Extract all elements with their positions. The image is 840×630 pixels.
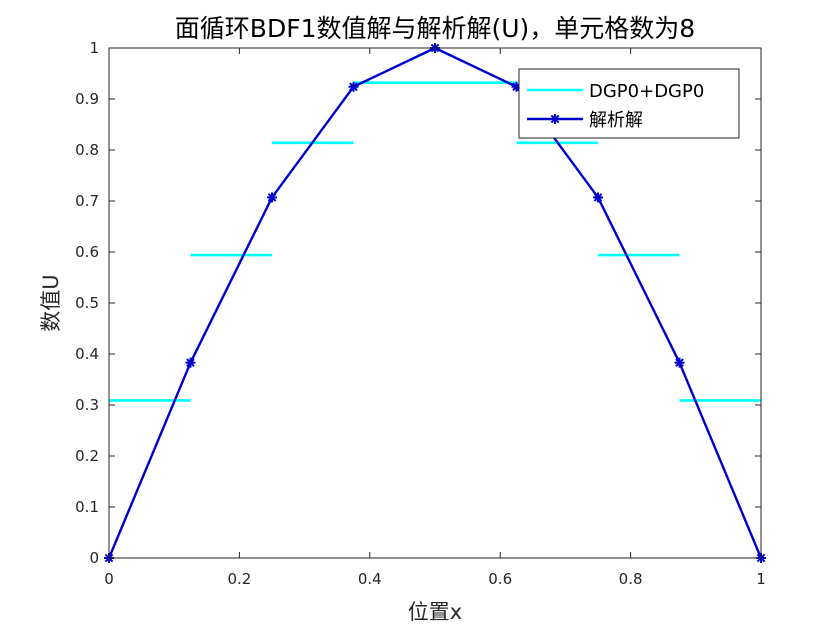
analytic-point-7 [674, 357, 685, 368]
legend-entry-dgp0: DGP0+DGP0 [527, 81, 704, 102]
x-tick-label-1: 0.2 [227, 570, 251, 588]
legend-box [518, 68, 740, 139]
legend-label-analytic: 解析解 [589, 110, 643, 131]
x-tick-label-2: 0.4 [358, 570, 382, 588]
y-tick-label-7: 0.7 [75, 192, 99, 210]
x-tick-label-3: 0.6 [488, 570, 512, 588]
legend-marker-analytic [550, 114, 560, 124]
x-tick-label-0: 0 [104, 570, 114, 588]
analytic-point-3 [348, 81, 359, 92]
x-tick-label-4: 0.8 [619, 570, 643, 588]
analytic-point-6 [593, 192, 603, 203]
legend-entry-analytic: 解析解 [527, 110, 643, 131]
y-tick-label-0: 0 [89, 549, 99, 567]
y-tick-label-3: 0.3 [75, 396, 99, 414]
axes-layer: 0 0.2 0.4 0.6 0.8 1 0 0.1 0.2 0.3 0.4 0.5 0.6 0.7 0.8 0… [75, 39, 766, 588]
y-tick-label-4: 0.4 [75, 345, 99, 363]
legend-label-dgp0: DGP0+DGP0 [589, 81, 704, 102]
x-tick-label-5: 1 [756, 570, 766, 588]
y-tick-label-9: 0.9 [75, 90, 99, 108]
y-tick-label-1: 0.1 [75, 498, 99, 516]
analytic-point-2 [267, 192, 277, 203]
y-tick-label-8: 0.8 [75, 141, 99, 159]
y-axis-label: 数值U [39, 274, 63, 331]
legend: DGP0+DGP0 解析解 [518, 68, 740, 139]
chart-title: 面循环BDF1数值解与解析解(U)，单元格数为8 [175, 14, 695, 43]
analytic-point-1 [185, 357, 196, 368]
x-axis-label: 位置x [408, 600, 462, 624]
y-tick-label-6: 0.6 [75, 243, 99, 261]
y-tick-label-10: 1 [89, 39, 99, 57]
y-tick-label-5: 0.5 [75, 294, 99, 312]
y-tick-label-2: 0.2 [75, 447, 99, 465]
